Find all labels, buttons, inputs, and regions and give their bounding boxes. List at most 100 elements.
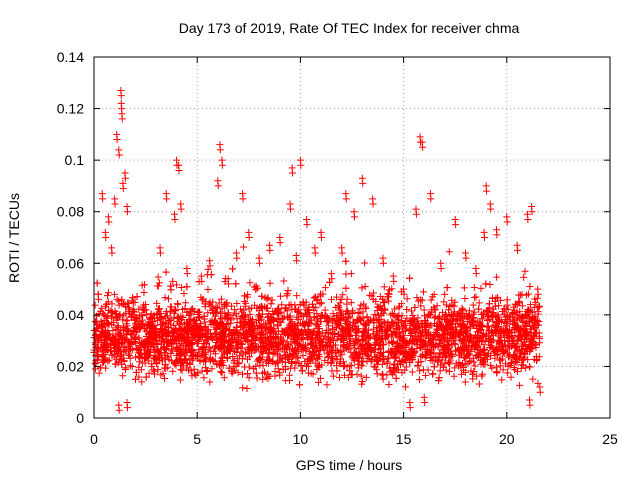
- data-points: [90, 87, 544, 414]
- roti-point: [183, 308, 191, 316]
- roti-point: [277, 292, 285, 300]
- roti-point: [536, 335, 544, 343]
- roti-point: [485, 312, 493, 320]
- roti-point: [430, 363, 438, 371]
- roti-point: [224, 309, 232, 317]
- roti-point: [414, 314, 422, 322]
- roti-point: [396, 361, 404, 369]
- roti-point: [104, 292, 112, 300]
- roti-point: [156, 249, 164, 257]
- roti-point: [402, 383, 410, 391]
- roti-point: [144, 348, 152, 356]
- roti-point: [104, 319, 112, 327]
- roti-point: [471, 362, 479, 370]
- roti-point: [373, 307, 381, 315]
- roti-point: [484, 313, 492, 321]
- roti-point: [132, 368, 140, 376]
- roti-point: [369, 330, 377, 338]
- roti-point: [520, 355, 528, 363]
- roti-point: [311, 249, 319, 257]
- roti-point: [472, 270, 480, 278]
- roti-point: [93, 279, 101, 287]
- roti-point: [414, 362, 422, 370]
- roti-point: [359, 308, 367, 316]
- roti-point: [501, 360, 509, 368]
- roti-point: [491, 349, 499, 357]
- roti-point: [312, 321, 320, 329]
- roti-point: [161, 294, 169, 302]
- roti-point: [478, 315, 486, 323]
- roti-point: [197, 320, 205, 328]
- roti-point: [281, 365, 289, 373]
- roti-point: [477, 360, 485, 368]
- roti-point: [494, 293, 502, 301]
- roti-point: [519, 318, 527, 326]
- roti-point: [319, 338, 327, 346]
- roti-point: [387, 311, 395, 319]
- roti-point: [532, 340, 540, 348]
- roti-point: [338, 335, 346, 343]
- roti-point: [220, 301, 228, 309]
- roti-point: [145, 357, 153, 365]
- roti-point: [345, 309, 353, 317]
- roti-point: [323, 318, 331, 326]
- roti-point: [455, 359, 463, 367]
- roti-point: [296, 381, 304, 389]
- roti-point: [313, 354, 321, 362]
- roti-point: [288, 322, 296, 330]
- roti-point: [342, 195, 350, 203]
- roti-point: [427, 321, 435, 329]
- roti-point: [110, 339, 118, 347]
- roti-point: [291, 345, 299, 353]
- roti-point: [228, 342, 236, 350]
- roti-point: [457, 344, 465, 352]
- roti-point: [124, 326, 132, 334]
- roti-point: [217, 295, 225, 303]
- roti-point: [380, 356, 388, 364]
- roti-point: [125, 304, 133, 312]
- roti-point: [263, 304, 271, 312]
- roti-point: [277, 308, 285, 316]
- roti-point: [177, 326, 185, 334]
- roti-point: [121, 174, 129, 182]
- roti-point: [163, 345, 171, 353]
- roti-point: [142, 338, 150, 346]
- roti-point: [448, 312, 456, 320]
- roti-point: [167, 339, 175, 347]
- roti-point: [288, 328, 296, 336]
- roti-point: [515, 291, 523, 299]
- roti-point: [161, 327, 169, 335]
- roti-point: [131, 298, 139, 306]
- roti-point: [307, 340, 315, 348]
- roti-point: [124, 299, 132, 307]
- roti-point: [327, 335, 335, 343]
- roti-point: [205, 355, 213, 363]
- roti-point: [416, 367, 424, 375]
- roti-point: [188, 372, 196, 380]
- roti-point: [238, 340, 246, 348]
- roti-point: [408, 368, 416, 376]
- roti-point: [482, 280, 490, 288]
- roti-point: [212, 319, 220, 327]
- roti-point: [233, 300, 241, 308]
- roti-point: [157, 351, 165, 359]
- roti-point: [277, 335, 285, 343]
- roti-point: [369, 200, 377, 208]
- roti-point: [279, 355, 287, 363]
- roti-point: [511, 320, 519, 328]
- roti-point: [440, 326, 448, 334]
- roti-point: [257, 315, 265, 323]
- roti-point: [522, 311, 530, 319]
- roti-point: [394, 366, 402, 374]
- roti-point: [374, 311, 382, 319]
- roti-point: [417, 302, 425, 310]
- chart-title: Day 173 of 2019, Rate Of TEC Index for r…: [179, 20, 520, 36]
- roti-point: [446, 368, 454, 376]
- roti-point: [514, 314, 522, 322]
- roti-point: [300, 344, 308, 352]
- roti-point: [403, 295, 411, 303]
- roti-point: [529, 313, 537, 321]
- roti-point: [507, 373, 515, 381]
- roti-point: [441, 334, 449, 342]
